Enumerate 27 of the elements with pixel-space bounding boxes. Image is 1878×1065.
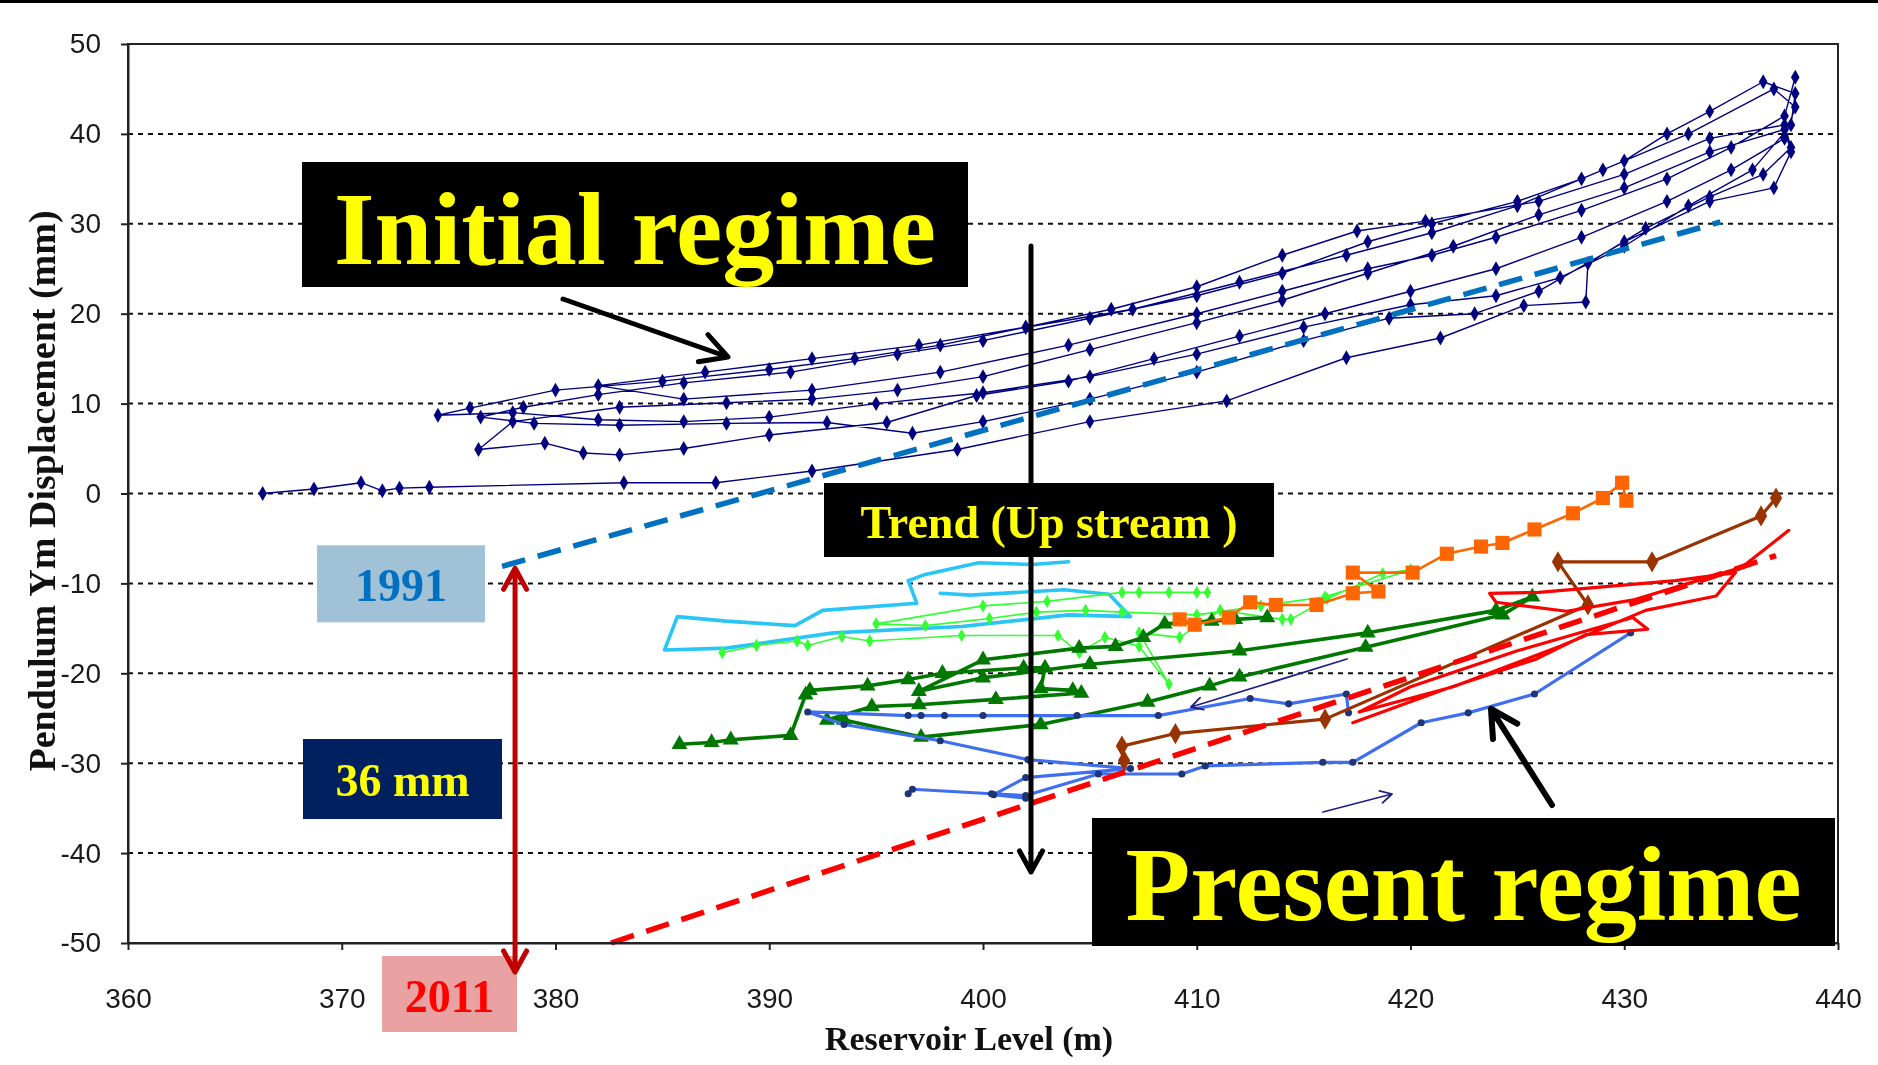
annotation: Trend (Up stream ) bbox=[860, 497, 1238, 548]
series-label: 1991 bbox=[355, 560, 448, 612]
x-tick-label: 440 bbox=[1815, 982, 1862, 1014]
x-tick-label: 410 bbox=[1173, 982, 1221, 1014]
x-tick-label: 360 bbox=[105, 982, 152, 1014]
y-tick-label: -50 bbox=[60, 927, 101, 959]
annotation: 36 mm bbox=[335, 755, 470, 806]
y-tick-label: -40 bbox=[60, 837, 101, 869]
y-tick-label: -20 bbox=[60, 657, 101, 689]
y-tick-label: 10 bbox=[69, 388, 101, 420]
x-tick-label: 400 bbox=[960, 982, 1007, 1014]
y-tick-label: -30 bbox=[60, 747, 101, 779]
x-tick-label: 390 bbox=[746, 982, 794, 1014]
y-tick-label: 0 bbox=[85, 477, 101, 509]
y-tick-label: -10 bbox=[60, 567, 101, 599]
x-axis-title: Reservoir Level (m) bbox=[824, 1020, 1114, 1058]
text: 2011 bbox=[404, 971, 495, 1022]
x-tick-label: 430 bbox=[1601, 982, 1649, 1014]
y-tick-label: 20 bbox=[69, 298, 101, 330]
y-tick-label: 30 bbox=[69, 208, 101, 240]
annotation: Present regime bbox=[1125, 826, 1802, 943]
x-tick-label: 380 bbox=[532, 982, 580, 1014]
x-tick-label: 370 bbox=[318, 982, 366, 1014]
x-tick-label: 420 bbox=[1387, 982, 1435, 1014]
y-tick-label: 40 bbox=[69, 118, 101, 150]
y-tick-label: 50 bbox=[69, 28, 101, 60]
annotation: Initial regime bbox=[334, 171, 936, 287]
